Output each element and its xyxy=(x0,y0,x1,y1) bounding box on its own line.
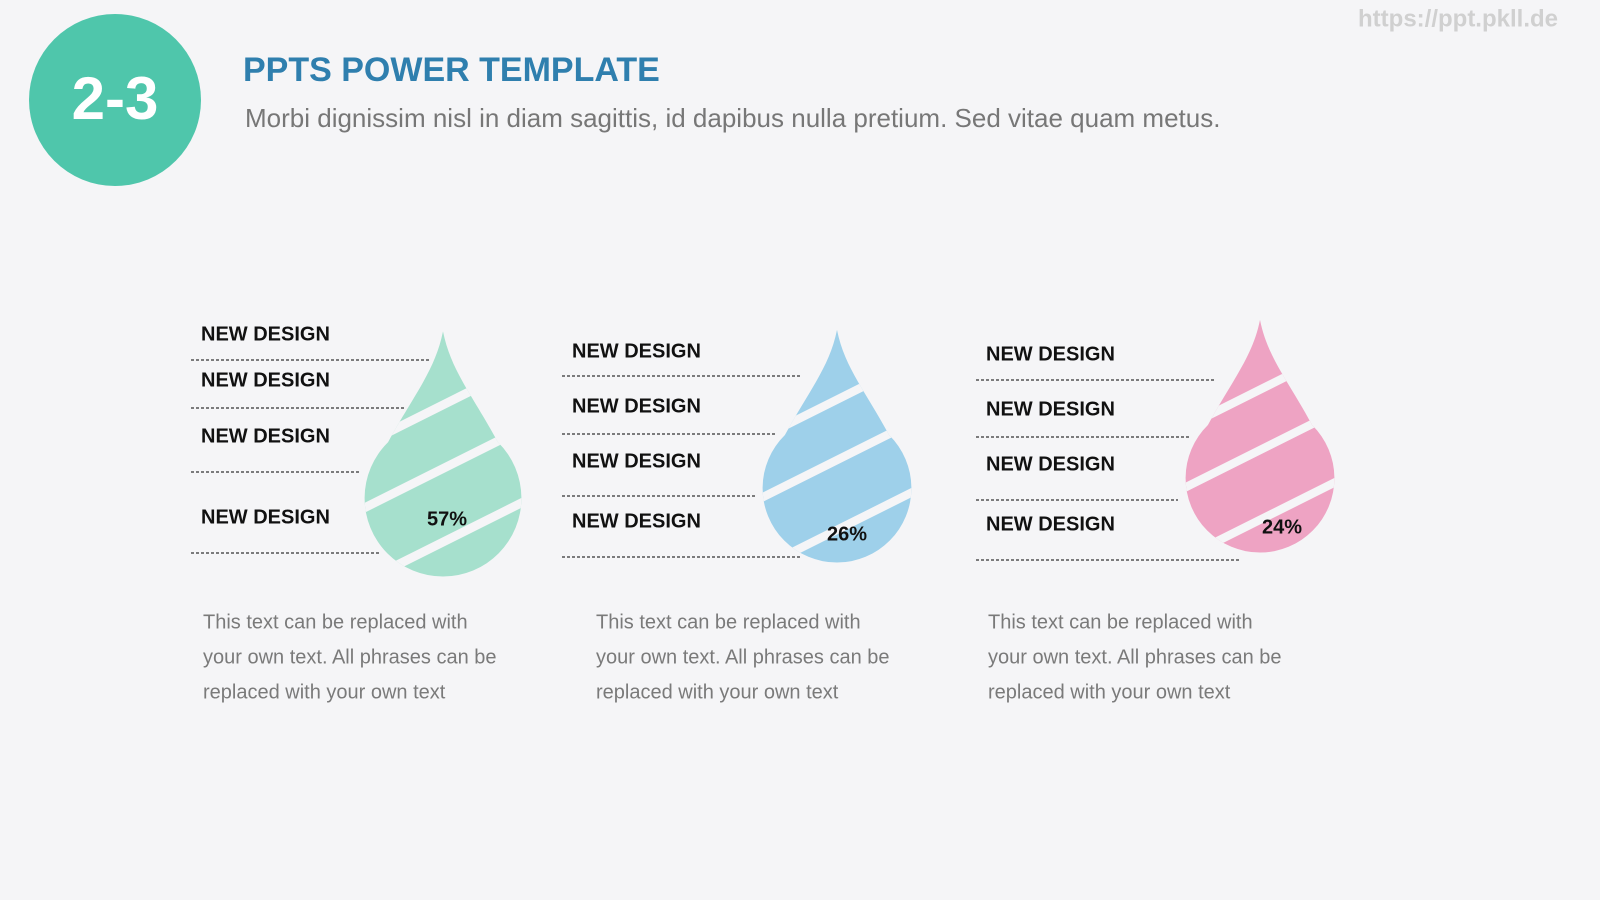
stripe xyxy=(364,479,522,577)
label: NEW DESIGN xyxy=(201,323,330,345)
panel: NEW DESIGN NEW DESIGN NEW DESIGN NEW DESIGN… xyxy=(191,323,522,703)
stripe xyxy=(364,405,522,532)
description: replaced with your own text xyxy=(203,681,446,703)
stripe xyxy=(762,400,912,520)
drop xyxy=(762,329,912,563)
label: NEW DESIGN xyxy=(986,513,1115,535)
label: NEW DESIGN xyxy=(986,343,1115,365)
title: PPTS POWER TEMPLATE xyxy=(243,51,660,89)
stripe xyxy=(1185,460,1335,553)
drop xyxy=(1185,319,1335,553)
drop xyxy=(364,331,522,577)
label: NEW DESIGN xyxy=(201,425,330,447)
label: NEW DESIGN xyxy=(201,506,330,528)
percent: 26% xyxy=(827,523,867,545)
description: replaced with your own text xyxy=(596,681,839,703)
description: replaced with your own text xyxy=(988,681,1231,703)
description: your own text. All phrases can be xyxy=(596,646,890,668)
label: NEW DESIGN xyxy=(572,510,701,532)
stripe xyxy=(762,470,912,563)
label: NEW DESIGN xyxy=(572,450,701,472)
stripe xyxy=(762,340,912,460)
watermark: https://ppt.pkll.de xyxy=(1358,5,1558,32)
badge-circle xyxy=(29,14,201,186)
label: NEW DESIGN xyxy=(572,395,701,417)
percent: 24% xyxy=(1262,516,1302,538)
label: NEW DESIGN xyxy=(986,398,1115,420)
description: your own text. All phrases can be xyxy=(988,646,1282,668)
panels: NEW DESIGN NEW DESIGN NEW DESIGN NEW DESIGN… xyxy=(191,319,1335,703)
drop-stripes xyxy=(762,340,912,563)
panel: NEW DESIGN NEW DESIGN NEW DESIGN NEW DESIGN… xyxy=(976,319,1335,703)
percent: 57% xyxy=(427,508,467,530)
description: This text can be replaced with xyxy=(988,611,1253,633)
subtitle: Morbi dignissim nisl in diam sagittis, i… xyxy=(245,103,1220,133)
description: your own text. All phrases can be xyxy=(203,646,497,668)
drop-stripes xyxy=(364,342,522,577)
stripe xyxy=(1185,330,1335,450)
description: This text can be replaced with xyxy=(203,611,468,633)
stripe xyxy=(1185,390,1335,510)
panel: NEW DESIGN NEW DESIGN NEW DESIGN NEW DESIGN… xyxy=(562,329,912,703)
label: NEW DESIGN xyxy=(201,369,330,391)
description: This text can be replaced with xyxy=(596,611,861,633)
label: NEW DESIGN xyxy=(986,453,1115,475)
badge-text: 2-3 xyxy=(72,65,159,132)
label: NEW DESIGN xyxy=(572,340,701,362)
drop-stripes xyxy=(1185,330,1335,553)
stripe xyxy=(364,342,522,468)
